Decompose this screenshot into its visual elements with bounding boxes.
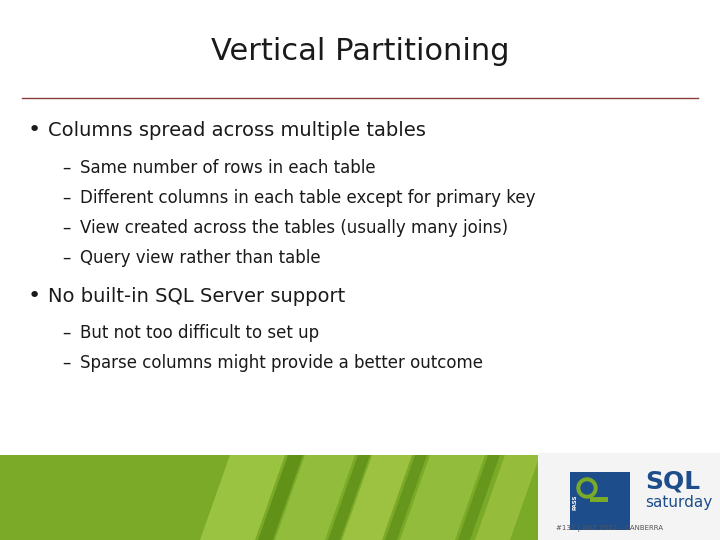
Text: –: –: [62, 249, 71, 267]
Text: Sparse columns might provide a better outcome: Sparse columns might provide a better ou…: [80, 354, 483, 372]
Circle shape: [577, 478, 597, 498]
Text: Different columns in each table except for primary key: Different columns in each table except f…: [80, 189, 536, 207]
Polygon shape: [475, 455, 540, 540]
Bar: [538, 453, 720, 540]
Text: SQL: SQL: [645, 470, 700, 494]
Polygon shape: [328, 455, 370, 540]
Bar: [0, 455, 720, 540]
Polygon shape: [200, 455, 285, 540]
Text: –: –: [62, 354, 71, 372]
Text: #137 | ANZ 2012 – CANBERRA: #137 | ANZ 2012 – CANBERRA: [557, 525, 664, 532]
Text: No built-in SQL Server support: No built-in SQL Server support: [48, 287, 346, 306]
Polygon shape: [400, 455, 485, 540]
Bar: [570, 472, 630, 530]
Text: PASS: PASS: [572, 494, 577, 510]
Text: –: –: [62, 219, 71, 237]
Polygon shape: [258, 455, 303, 540]
Text: But not too difficult to set up: But not too difficult to set up: [80, 324, 319, 342]
Bar: [590, 497, 608, 502]
Text: •: •: [28, 286, 41, 306]
Text: View created across the tables (usually many joins): View created across the tables (usually …: [80, 219, 508, 237]
Text: –: –: [62, 324, 71, 342]
Text: •: •: [28, 120, 41, 140]
Polygon shape: [342, 455, 412, 540]
Polygon shape: [385, 455, 427, 540]
Polygon shape: [275, 455, 355, 540]
Polygon shape: [458, 455, 500, 540]
Text: Vertical Partitioning: Vertical Partitioning: [211, 37, 509, 66]
Circle shape: [581, 482, 593, 494]
Text: –: –: [62, 189, 71, 207]
Text: –: –: [62, 159, 71, 177]
Text: saturday: saturday: [645, 495, 712, 510]
Text: Columns spread across multiple tables: Columns spread across multiple tables: [48, 120, 426, 139]
Text: Same number of rows in each table: Same number of rows in each table: [80, 159, 376, 177]
Text: Query view rather than table: Query view rather than table: [80, 249, 320, 267]
